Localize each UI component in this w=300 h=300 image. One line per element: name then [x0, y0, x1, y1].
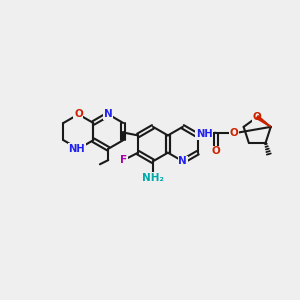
- Polygon shape: [256, 116, 271, 127]
- Text: O: O: [253, 112, 262, 122]
- Text: NH₂: NH₂: [142, 172, 164, 183]
- Text: N: N: [178, 156, 187, 166]
- Text: O: O: [211, 146, 220, 157]
- Text: N: N: [104, 109, 112, 119]
- Text: NH: NH: [196, 129, 213, 139]
- Text: O: O: [230, 128, 238, 138]
- Text: NH: NH: [69, 144, 85, 154]
- Text: F: F: [120, 155, 127, 165]
- Text: O: O: [74, 109, 83, 119]
